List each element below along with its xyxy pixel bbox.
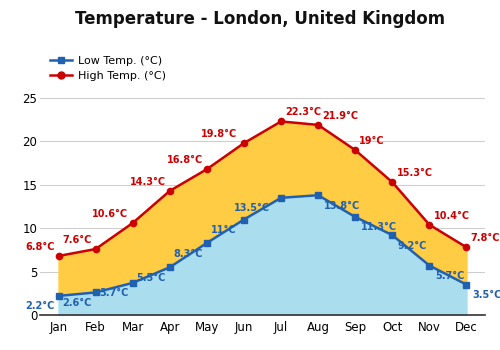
Text: 5.7°C: 5.7°C (435, 271, 464, 281)
Text: 14.3°C: 14.3°C (130, 177, 166, 187)
Text: 7.8°C: 7.8°C (470, 233, 500, 243)
Text: 11.3°C: 11.3°C (361, 223, 397, 232)
Text: 22.3°C: 22.3°C (285, 107, 322, 117)
Legend: Low Temp. (°C), High Temp. (°C): Low Temp. (°C), High Temp. (°C) (46, 51, 170, 85)
Text: 11°C: 11°C (212, 225, 237, 235)
Text: 2.2°C: 2.2°C (25, 301, 54, 312)
Text: 9.2°C: 9.2°C (398, 241, 427, 251)
Text: 13.5°C: 13.5°C (234, 203, 270, 214)
Text: 6.8°C: 6.8°C (25, 242, 54, 252)
Text: 10.4°C: 10.4°C (434, 211, 470, 220)
Text: 7.6°C: 7.6°C (62, 235, 92, 245)
Text: 2.6°C: 2.6°C (62, 298, 92, 308)
Text: 19°C: 19°C (360, 136, 385, 146)
Text: 16.8°C: 16.8°C (166, 155, 202, 165)
Text: 3.5°C: 3.5°C (472, 290, 500, 300)
Text: 10.6°C: 10.6°C (92, 209, 128, 219)
Text: 5.5°C: 5.5°C (136, 273, 166, 283)
Text: 3.7°C: 3.7°C (99, 288, 128, 299)
Text: 8.3°C: 8.3°C (173, 248, 203, 259)
Text: 15.3°C: 15.3°C (396, 168, 432, 178)
Text: 21.9°C: 21.9°C (322, 111, 358, 121)
Text: Temperature - London, United Kingdom: Temperature - London, United Kingdom (75, 10, 445, 28)
Text: 19.8°C: 19.8°C (201, 129, 237, 139)
Text: 13.8°C: 13.8°C (324, 201, 360, 211)
